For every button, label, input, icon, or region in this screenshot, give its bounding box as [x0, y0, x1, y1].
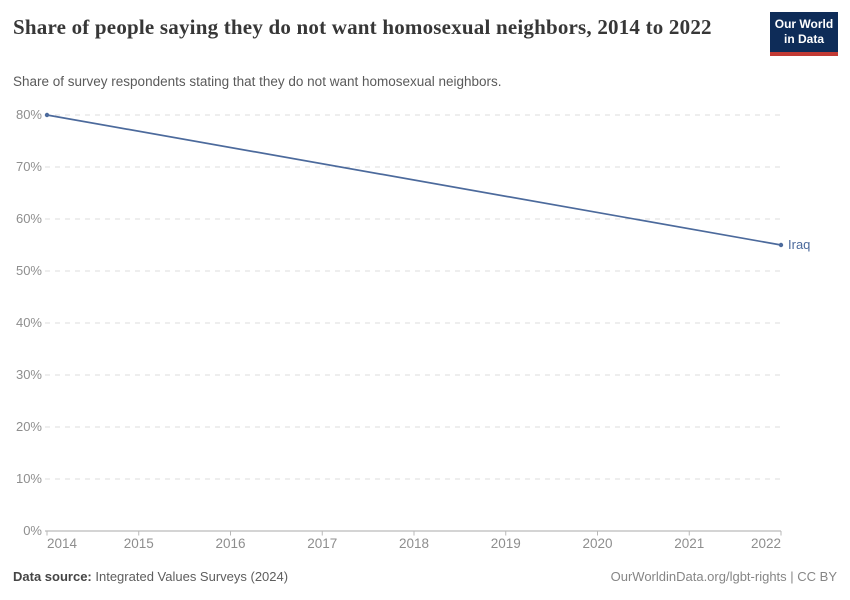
owid-logo-red-bar [770, 52, 838, 56]
y-tick-label: 10% [15, 471, 42, 486]
y-tick-label: 0% [23, 523, 42, 538]
owid-logo[interactable]: Our World in Data [770, 12, 838, 56]
x-tick-label: 2022 [750, 536, 781, 551]
y-tick-label: 70% [15, 159, 42, 174]
x-tick-label: 2016 [215, 536, 246, 551]
data-point [778, 242, 784, 248]
chart-title: Share of people saying they do not want … [13, 15, 712, 39]
y-tick-label: 60% [15, 211, 42, 226]
y-tick-label: 50% [15, 263, 42, 278]
data-source-label: Data source: [13, 569, 92, 584]
data-source-note: Data source: Integrated Values Surveys (… [13, 569, 288, 584]
series-line-iraq [46, 114, 782, 246]
y-tick-label: 20% [15, 419, 42, 434]
x-tick-label: 2019 [490, 536, 521, 551]
series-end-label-iraq[interactable]: Iraq [788, 237, 811, 252]
x-tick-label: 2014 [47, 536, 78, 551]
data-point [44, 112, 50, 118]
x-tick-label: 2015 [123, 536, 154, 551]
data-source-value: Integrated Values Surveys (2024) [95, 569, 289, 584]
x-tick-label: 2018 [398, 536, 430, 551]
y-tick-label: 80% [15, 107, 42, 122]
owid-logo-text: Our World in Data [770, 12, 838, 52]
y-tick-label: 40% [15, 315, 42, 330]
x-tick-label: 2017 [307, 536, 338, 551]
rights-note: OurWorldinData.org/lgbt-rights | CC BY [610, 569, 837, 584]
x-tick-label: 2021 [674, 536, 705, 551]
y-tick-label: 30% [15, 367, 42, 382]
x-tick-label: 2020 [582, 536, 613, 551]
footer: Data source: Integrated Values Surveys (… [13, 569, 837, 584]
chart-subtitle: Share of survey respondents stating that… [13, 74, 502, 89]
